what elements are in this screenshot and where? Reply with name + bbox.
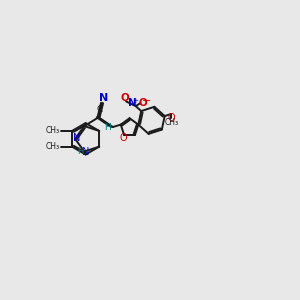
- Text: H: H: [104, 123, 111, 132]
- Text: CH₃: CH₃: [46, 142, 60, 151]
- Text: O: O: [120, 94, 129, 103]
- Text: +: +: [132, 98, 138, 103]
- Text: N: N: [128, 98, 137, 108]
- Text: N: N: [73, 133, 80, 142]
- Text: O: O: [167, 112, 175, 123]
- Text: C: C: [97, 105, 103, 114]
- Text: N: N: [99, 93, 108, 103]
- Text: H: H: [77, 148, 83, 157]
- Text: O: O: [139, 98, 148, 108]
- Text: N: N: [82, 147, 89, 157]
- Text: CH₃: CH₃: [46, 126, 60, 135]
- Text: O: O: [120, 133, 127, 143]
- Text: CH₃: CH₃: [164, 118, 178, 127]
- Text: −: −: [142, 97, 152, 106]
